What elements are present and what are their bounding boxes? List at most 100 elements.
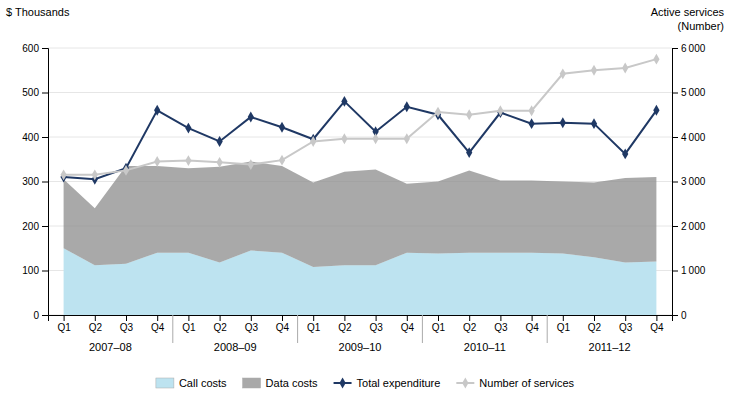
- tick: Q3: [494, 315, 508, 333]
- area: [64, 161, 657, 266]
- marks: [60, 54, 659, 315]
- tick-mark: [407, 315, 408, 321]
- marker: [341, 96, 347, 107]
- tick-label: 400: [22, 132, 39, 143]
- tick: Q4: [650, 315, 664, 333]
- marker: [466, 147, 472, 158]
- tick-label: 5 000: [681, 87, 706, 98]
- y2-axis-title: (Number): [678, 20, 724, 32]
- tick: Q4: [151, 315, 165, 333]
- tick-mark: [282, 315, 283, 321]
- marker: [92, 169, 98, 180]
- group-labels: 2007–082008–092009–102010–112011–12: [89, 315, 631, 353]
- marker: [216, 136, 222, 147]
- marker: [279, 155, 285, 166]
- tick-label: Q2: [463, 322, 477, 333]
- tick: 0: [33, 310, 48, 321]
- tick-mark: [438, 315, 439, 321]
- tick-mark: [42, 137, 48, 138]
- tick-label: Q2: [588, 322, 602, 333]
- tick-mark: [42, 48, 48, 49]
- group-divider: [422, 315, 423, 343]
- tick: 0: [672, 310, 687, 321]
- tick-label: Q4: [525, 322, 539, 333]
- tick-label: Q4: [650, 322, 664, 333]
- tick: 600: [22, 43, 48, 54]
- tick-mark: [672, 182, 678, 183]
- legend-swatch: [243, 378, 261, 388]
- marker: [528, 118, 534, 129]
- tick-label: Q4: [276, 322, 290, 333]
- tick-mark: [220, 315, 221, 321]
- tick: 5 000: [672, 87, 706, 98]
- tick: 4 000: [672, 132, 706, 143]
- marker: [310, 136, 316, 147]
- tick: Q1: [57, 315, 71, 333]
- tick-label: Q1: [307, 322, 321, 333]
- tick: 6 000: [672, 43, 706, 54]
- marker: [528, 105, 534, 116]
- group-label: 2007–08: [89, 341, 132, 353]
- legend-label: Number of services: [479, 377, 574, 389]
- tick-label: Q3: [369, 322, 383, 333]
- legend-label: Data costs: [266, 377, 318, 389]
- tick-mark: [126, 315, 127, 321]
- marker: [60, 169, 66, 180]
- y-axis: 0100200300400500600: [22, 43, 48, 321]
- tick-mark: [672, 93, 678, 94]
- tick-label: Q4: [151, 322, 165, 333]
- marker: [185, 155, 191, 166]
- tick-mark: [64, 315, 65, 321]
- tick-label: Q3: [245, 322, 259, 333]
- tick-label: Q2: [213, 322, 227, 333]
- tick: Q4: [276, 315, 290, 333]
- tick-mark: [376, 315, 377, 321]
- group-label: 2010–11: [464, 341, 506, 353]
- grid: [48, 48, 672, 315]
- marker: [404, 101, 410, 112]
- legend-label: Total expenditure: [357, 377, 441, 389]
- tick-label: Q1: [557, 322, 571, 333]
- legend: Call costs Data costs Total expenditure Num…: [156, 377, 575, 389]
- legend-item: Total expenditure: [334, 377, 441, 389]
- tick-label: Q2: [338, 322, 352, 333]
- tick-mark: [672, 315, 678, 316]
- marker: [622, 148, 628, 159]
- tick-mark: [344, 315, 345, 321]
- tick-label: 2 000: [681, 221, 706, 232]
- tick: Q3: [369, 315, 383, 333]
- tick-mark: [469, 315, 470, 321]
- legend-item: Number of services: [456, 377, 574, 389]
- tick: 1 000: [672, 265, 706, 276]
- tick-label: 4 000: [681, 132, 706, 143]
- tick: 3 000: [672, 176, 706, 187]
- marker: [341, 133, 347, 144]
- marker: [216, 157, 222, 168]
- tick-mark: [672, 271, 678, 272]
- tick: Q1: [307, 315, 321, 333]
- tick: Q3: [120, 315, 134, 333]
- tick-mark: [656, 315, 657, 321]
- tick-label: 0: [33, 310, 39, 321]
- y2-axis-title: Active services: [651, 6, 725, 18]
- tick-label: 100: [22, 265, 39, 276]
- legend-label: Call costs: [179, 377, 227, 389]
- tick-label: 6 000: [681, 43, 706, 54]
- marker: [154, 156, 160, 167]
- tick-mark: [672, 226, 678, 227]
- marker: [435, 107, 441, 118]
- tick-label: Q3: [120, 322, 134, 333]
- marker: [653, 54, 659, 65]
- tick-label: 1 000: [681, 265, 706, 276]
- line: [64, 59, 657, 175]
- marker: [404, 133, 410, 144]
- tick: Q2: [213, 315, 227, 333]
- grid-line: [48, 92, 672, 93]
- tick-mark: [157, 315, 158, 321]
- marker: [466, 109, 472, 120]
- axis-domain: [42, 49, 49, 316]
- group-label: 2011–12: [589, 341, 631, 353]
- legend-swatch: [339, 378, 345, 389]
- tick-label: 500: [22, 87, 39, 98]
- tick-mark: [594, 315, 595, 321]
